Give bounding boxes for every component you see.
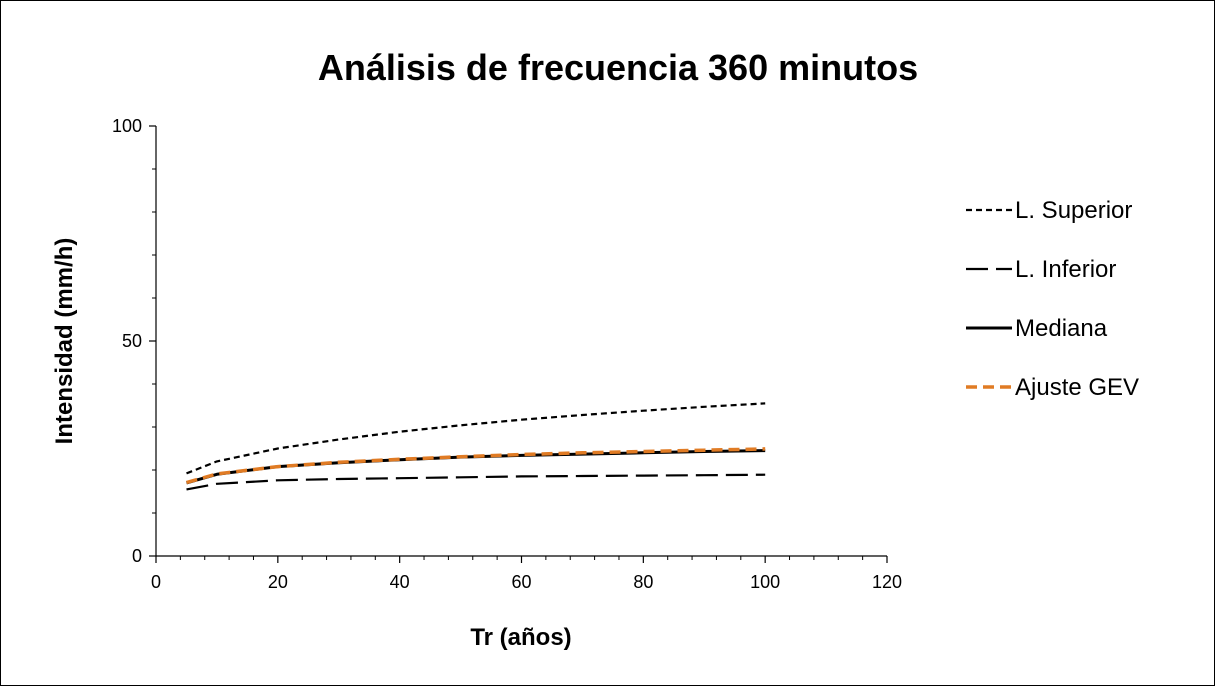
x-tick-label: 120 — [872, 572, 902, 592]
x-tick-label: 40 — [390, 572, 410, 592]
y-tick-label: 50 — [122, 331, 142, 351]
legend-label-l-superior: L. Superior — [1015, 197, 1132, 224]
series-line-l-superior — [186, 402, 766, 475]
series-line-l-inferior — [186, 473, 766, 491]
series-line-ajuste-gev — [186, 447, 766, 485]
chart-title: Análisis de frecuencia 360 minutos — [318, 47, 918, 88]
x-tick-label: 0 — [151, 572, 161, 592]
x-tick-label: 80 — [633, 572, 653, 592]
x-axis-title: Tr (años) — [470, 624, 571, 651]
x-tick-label: 60 — [511, 572, 531, 592]
y-axis-title: Intensidad (mm/h) — [51, 238, 78, 445]
x-tick-label: 20 — [268, 572, 288, 592]
legend-label-mediana: Mediana — [1015, 315, 1108, 342]
legend: L. Superior L. Inferior Mediana Ajuste GEV — [966, 197, 1139, 401]
y-tick-label: 100 — [112, 116, 142, 136]
legend-label-ajuste-gev: Ajuste GEV — [1015, 374, 1139, 401]
x-tick-label: 100 — [750, 572, 780, 592]
plot-area: 0 20 40 60 80 100 120 0 50 100 — [112, 116, 902, 592]
legend-label-l-inferior: L. Inferior — [1015, 256, 1116, 283]
series-layer — [186, 402, 766, 491]
y-tick-label: 0 — [132, 546, 142, 566]
